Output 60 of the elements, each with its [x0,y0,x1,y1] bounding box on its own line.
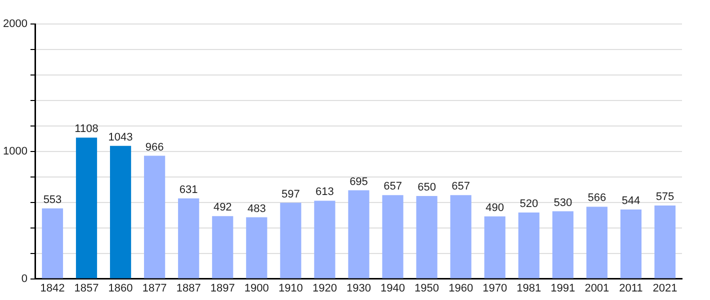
data-label: 492 [213,202,232,214]
data-label: 657 [452,180,470,193]
bar [348,190,370,278]
data-label: 553 [43,194,62,206]
data-label: 657 [384,180,402,193]
bar [654,206,676,278]
bar [212,216,234,278]
x-tick-label: 2011 [619,282,643,294]
bar [314,200,336,278]
bar [382,195,404,278]
bar [110,146,132,278]
data-label: 490 [486,202,504,214]
data-label: 530 [554,196,572,209]
x-tick-label: 1930 [346,282,371,294]
x-tick-label: 1970 [482,282,508,294]
x-tick-label: 2021 [652,282,678,294]
x-tick-label: 1877 [142,282,167,294]
data-label: 650 [418,182,436,194]
data-label: 1108 [74,123,98,136]
data-label: 597 [282,188,300,200]
x-tick-label: 1950 [414,282,440,294]
bar [484,216,506,278]
data-label: 483 [247,202,266,215]
bar [518,212,540,278]
bar [620,209,642,278]
bar [76,138,98,278]
x-tick-label: 1960 [448,282,474,294]
data-label: 1043 [108,131,133,144]
data-label: 695 [350,176,368,188]
y-tick-label: 2000 [2,18,28,30]
data-label: 575 [656,191,674,204]
bar [416,196,438,278]
x-tick-label: 1887 [176,282,201,294]
x-tick-label: 1860 [108,282,133,294]
x-tick-label: 1897 [210,282,235,294]
x-tick-label: 1857 [74,282,99,294]
y-tick-label: 1000 [2,145,28,158]
x-tick-label: 1920 [312,282,337,294]
x-tick-label: 1842 [40,282,65,294]
x-tick-label: 1900 [244,282,269,294]
x-tick-label: 2001 [584,282,610,294]
x-tick-label: 1910 [278,282,303,294]
bar [246,217,268,278]
bar [42,208,64,278]
data-label: 566 [588,192,606,204]
data-label: 631 [179,184,198,196]
data-label: 544 [622,195,640,208]
x-tick-label: 1940 [380,282,406,294]
bar [144,156,166,278]
bar [280,202,302,278]
bar [178,198,200,278]
bar [586,206,608,278]
x-tick-label: 1991 [550,282,576,294]
data-label: 966 [145,141,164,154]
bar [450,195,472,278]
x-tick-label: 1981 [516,282,542,294]
data-label: 613 [316,186,334,198]
bar [552,211,574,278]
data-label: 520 [520,198,538,210]
y-tick-label: 0 [21,272,28,285]
